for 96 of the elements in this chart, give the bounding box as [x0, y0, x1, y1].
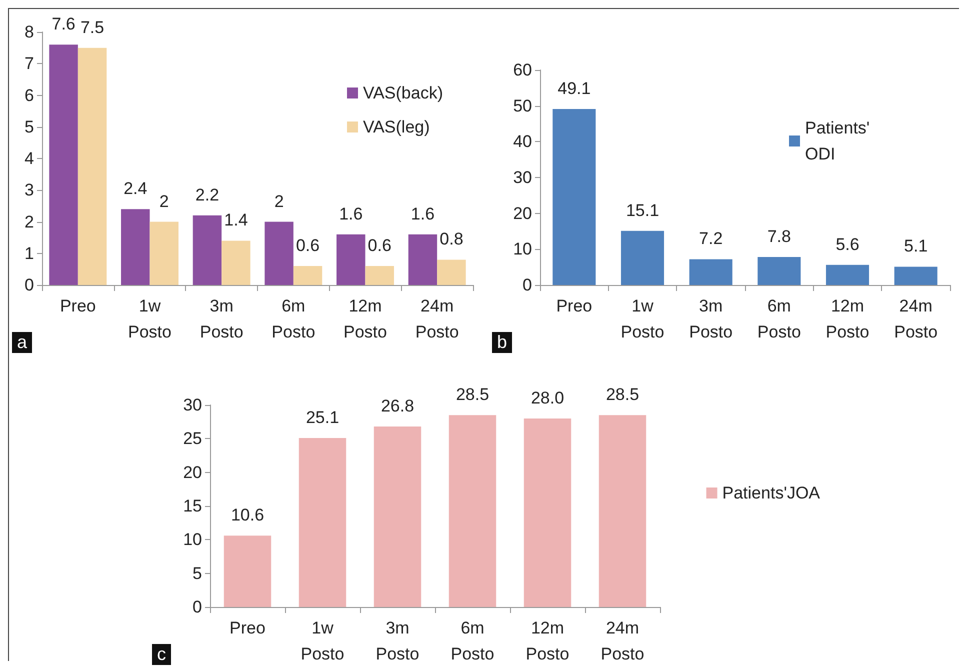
- data-label: 5.1: [904, 236, 928, 256]
- x-tick-label: 24m Posto: [415, 296, 459, 342]
- bar: [298, 438, 346, 607]
- bar: [336, 234, 366, 285]
- legend-label: VAS(leg): [363, 118, 430, 136]
- y-tick-label: 1: [24, 244, 34, 263]
- text: b: [497, 332, 508, 352]
- x-tick-label: Preo: [556, 296, 592, 316]
- bar: [758, 257, 801, 285]
- bar: [689, 259, 732, 285]
- data-label: 5.6: [836, 234, 860, 254]
- x-tick-label: 3m Posto: [689, 296, 733, 342]
- y-tick-label: 2: [24, 212, 34, 232]
- y-tick-label: 7: [24, 54, 34, 74]
- y-tick-label: 60: [513, 60, 532, 80]
- bar: [448, 415, 496, 607]
- y-tick-label: 8: [24, 22, 34, 42]
- bar: [894, 266, 938, 285]
- x-tick-label: 24m Posto: [600, 618, 644, 664]
- legend-label: Patients' ODI: [805, 118, 874, 164]
- bar: [408, 234, 438, 285]
- bar: [192, 215, 222, 285]
- bar: [49, 44, 78, 285]
- y-tick-label: 0: [522, 276, 532, 294]
- data-label: 15.1: [626, 200, 660, 220]
- y-tick-label: 4: [24, 149, 34, 168]
- x-tick-label: 12m Posto: [826, 296, 870, 342]
- data-label: 2.2: [195, 185, 220, 204]
- data-label: 28.5: [456, 385, 490, 404]
- data-label: 26.8: [380, 396, 414, 416]
- data-label: 7.6: [52, 14, 76, 34]
- y-tick-label: 5: [24, 117, 34, 136]
- legend-label: VAS(back): [363, 84, 444, 102]
- data-label: 28.0: [530, 388, 564, 408]
- x-tick-label: 3m Posto: [200, 296, 244, 342]
- y-tick-label: 15: [183, 496, 202, 516]
- data-label: 1.6: [410, 204, 435, 224]
- bar: [222, 240, 250, 285]
- data-label: 7.8: [767, 227, 791, 246]
- bar: [121, 209, 150, 285]
- data-label: 2: [159, 192, 169, 211]
- x-tick-label: 6m Posto: [757, 296, 801, 342]
- x-tick-label: 1w Posto: [300, 618, 344, 664]
- y-tick-label: 50: [513, 96, 532, 116]
- y-tick-label: 10: [183, 530, 202, 550]
- y-tick-label: 20: [183, 462, 202, 482]
- y-tick-label: 0: [192, 598, 202, 616]
- x-tick-label: 1w Posto: [128, 296, 172, 342]
- y-tick-label: 25: [183, 429, 202, 448]
- data-label: 49.1: [558, 79, 591, 98]
- bar: [78, 48, 107, 285]
- text: a: [17, 332, 28, 352]
- y-tick-label: 10: [513, 240, 532, 259]
- x-tick-label: 12m Posto: [344, 296, 387, 342]
- x-tick-label: Preo: [60, 296, 96, 316]
- bar: [620, 230, 664, 285]
- text: c: [157, 644, 166, 664]
- bar: [374, 426, 422, 607]
- y-tick-label: 30: [513, 168, 532, 187]
- data-label: 10.6: [230, 506, 264, 525]
- data-label: 0.6: [368, 236, 392, 256]
- bar: [552, 109, 596, 285]
- x-tick-label: 3m Posto: [376, 618, 420, 664]
- data-label: 2.4: [124, 179, 148, 198]
- data-label: 0.8: [440, 230, 464, 249]
- y-tick-label: 6: [24, 86, 34, 105]
- bar: [437, 260, 466, 285]
- x-tick-label: Preo: [230, 618, 266, 638]
- data-label: 1.6: [339, 204, 363, 224]
- y-tick-label: 3: [24, 180, 34, 200]
- x-tick-label: 6m Posto: [450, 618, 494, 664]
- data-label: 1.4: [224, 210, 248, 230]
- x-tick-label: 1w Posto: [620, 296, 664, 342]
- data-label: 7.2: [699, 229, 723, 248]
- y-tick-label: 30: [183, 396, 202, 414]
- bar: [264, 222, 294, 285]
- x-tick-label: 24m Posto: [894, 296, 938, 342]
- y-tick-label: 0: [24, 276, 34, 294]
- data-label: 25.1: [306, 408, 340, 427]
- data-label: 2: [274, 192, 284, 211]
- bar: [365, 266, 394, 285]
- data-label: 7.5: [80, 18, 104, 37]
- bar: [524, 418, 572, 607]
- data-label: 0.6: [296, 236, 320, 256]
- bar: [293, 266, 322, 285]
- bar: [150, 222, 178, 285]
- y-tick-label: 40: [513, 132, 532, 152]
- legend-label: Patients'JOA: [722, 484, 821, 502]
- y-tick-label: 20: [513, 204, 532, 223]
- data-label: 28.5: [606, 385, 640, 404]
- x-tick-label: 12m Posto: [526, 618, 570, 664]
- x-tick-label: 6m Posto: [272, 296, 316, 342]
- bar: [224, 536, 272, 607]
- y-tick-label: 5: [192, 564, 202, 583]
- bar: [826, 264, 870, 285]
- bar: [598, 415, 646, 607]
